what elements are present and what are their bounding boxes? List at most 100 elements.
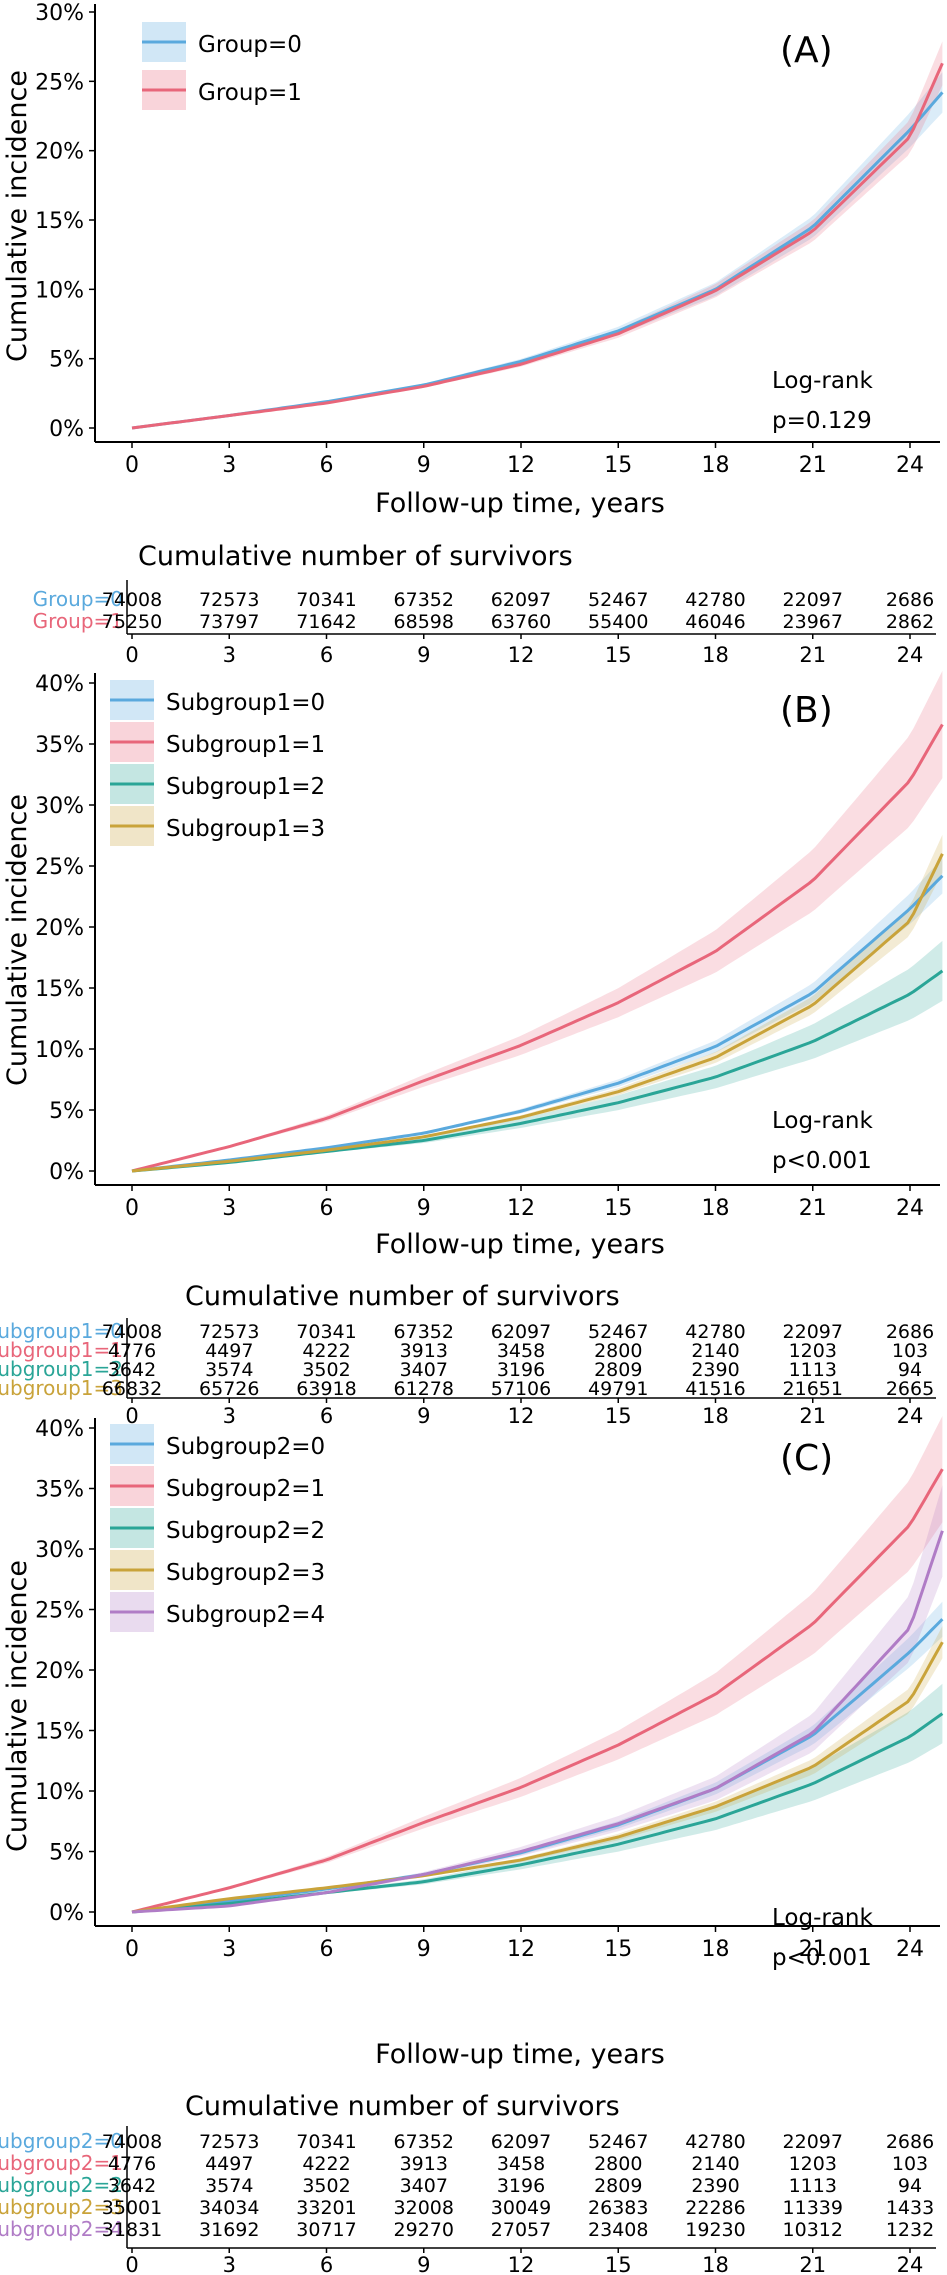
risk-cell: 2390 [691,2175,739,2197]
risk-row-label: Subgroup2=1 [0,2151,123,2175]
risk-x-tick-label: 3 [223,1404,236,1428]
risk-table-a: Group=0 Group=1 74008 72573 70341 67352 6209… [33,580,936,667]
risk-cell: 42780 [685,589,745,611]
y-tick-label: 35% [35,733,84,758]
risk-cell: 3407 [400,1359,448,1381]
y-tick-label: 30% [35,1,84,26]
risk-table-title-c: Cumulative number of survivors [185,2091,620,2122]
panel-b-legend: Subgroup1=0 Subgroup1=1 Subgroup1=2 Subg… [110,680,325,846]
risk-x-tick-label: 24 [897,1404,924,1428]
panel-c-legend: Subgroup2=0 Subgroup2=1 Subgroup2=2 Subg… [110,1424,325,1632]
x-tick-label: 0 [125,1196,139,1221]
x-tick-label: 6 [320,1937,334,1962]
x-axis-title-a: Follow-up time, years [375,488,665,519]
risk-cell: 57106 [491,1378,551,1400]
risk-cell: 22286 [685,2197,745,2219]
risk-cell: 70341 [296,589,356,611]
legend-label-subgroup2-3: Subgroup2=3 [166,1560,325,1586]
curve-group-1 [131,62,944,430]
risk-cell: 2140 [691,1340,739,1362]
risk-cell: 74008 [102,589,162,611]
y-axis-title-a: Cumulative incidence [2,70,33,362]
x-tick-label: 9 [417,1937,431,1962]
ci-band-subgroup1-2 [132,940,943,1171]
y-tick-label: 0% [49,1901,84,1926]
x-tick-label: 21 [799,453,827,478]
risk-cell: 52467 [588,1321,648,1343]
risk-row-label: Subgroup1=2 [0,1357,123,1381]
risk-table-a-cells: 74008 72573 70341 67352 62097 52467 42780 22097… [102,589,934,667]
y-tick-label: 10% [35,1780,84,1805]
risk-cell: 1113 [789,2175,837,2197]
risk-row-label: Group=0 [33,587,123,611]
risk-cell: 61278 [394,1378,454,1400]
risk-cell: 1203 [789,1340,837,1362]
y-tick-label: 25% [35,1599,84,1624]
risk-cell: 73797 [199,611,259,633]
x-tick-label: 24 [896,1196,924,1221]
risk-cell: 1232 [886,2219,934,2241]
y-tick-label: 20% [35,140,84,165]
risk-cell: 2809 [594,1359,642,1381]
legend-label-subgroup2-0: Subgroup2=0 [166,1434,325,1460]
legend-label-group-0: Group=0 [198,32,302,58]
risk-x-tick-label: 15 [605,1404,632,1428]
risk-x-tick-label: 0 [125,643,138,667]
risk-cell: 72573 [199,589,259,611]
x-tick-label: 15 [604,453,632,478]
curve-subgroup2-4 [131,1530,944,1914]
risk-x-tick-label: 0 [125,2253,138,2275]
risk-x-tick-label: 3 [223,643,236,667]
ci-band-subgroup2-2 [132,1683,943,1912]
risk-x-tick-label: 12 [508,2253,535,2275]
x-tick-label: 9 [417,1196,431,1221]
x-tick-label: 3 [222,1196,236,1221]
risk-cell: 3574 [205,1359,253,1381]
y-tick-label: 35% [35,1478,84,1503]
risk-cell: 4776 [108,1340,156,1362]
risk-cell: 2686 [886,2131,934,2153]
y-tick-label: 20% [35,1659,84,1684]
x-axis-title-c: Follow-up time, years [375,2039,665,2070]
risk-table-title-b: Cumulative number of survivors [185,1281,620,1312]
x-tick-label: 12 [507,1937,535,1962]
risk-cell: 4776 [108,2153,156,2175]
risk-cell: 35001 [102,2197,162,2219]
logrank-label-b: Log-rank [772,1108,874,1134]
x-tick-label: 15 [604,1196,632,1221]
risk-x-tick-label: 18 [702,643,729,667]
x-tick-label: 9 [417,453,431,478]
risk-x-tick-label: 21 [799,643,826,667]
risk-x-tick-label: 0 [125,1404,138,1428]
panel-a-curves [131,62,944,430]
risk-x-tick-label: 6 [320,2253,333,2275]
panel-c-axes: 0% 5% 10% 15% 20% 25% 30% 35% 40% 0 3 6 9 12 15 18 21 24 [35,1417,940,1962]
risk-cell: 21651 [783,1378,843,1400]
risk-row-label: Subgroup2=3 [0,2195,123,2219]
y-tick-label: 10% [35,1038,84,1063]
risk-cell: 63918 [296,1378,356,1400]
legend-label-subgroup1-1: Subgroup1=1 [166,732,325,758]
risk-cell: 4222 [302,1340,350,1362]
ci-band-subgroup2-1 [132,1416,943,1912]
risk-cell: 3642 [108,2175,156,2197]
y-tick-label: 30% [35,1538,84,1563]
risk-cell: 42780 [685,2131,745,2153]
risk-cell: 62097 [491,1321,551,1343]
risk-x-tick-label: 21 [799,1404,826,1428]
risk-cell: 103 [892,2153,928,2175]
risk-cell: 30717 [296,2219,356,2241]
risk-row-label: Subgroup1=0 [0,1319,123,1343]
curve-subgroup2-3 [131,1641,944,1914]
panel-b-ci-bands [132,670,943,1171]
risk-cell: 74008 [102,2131,162,2153]
x-tick-label: 24 [896,1937,924,1962]
panel-label-a: (A) [780,30,833,71]
panel-c-curves [131,1468,944,1914]
x-tick-label: 12 [507,453,535,478]
x-tick-label: 6 [320,1196,334,1221]
logrank-label-c: Log-rank [772,1905,874,1931]
risk-cell: 62097 [491,2131,551,2153]
risk-x-tick-label: 6 [320,643,333,667]
y-tick-label: 15% [35,977,84,1002]
